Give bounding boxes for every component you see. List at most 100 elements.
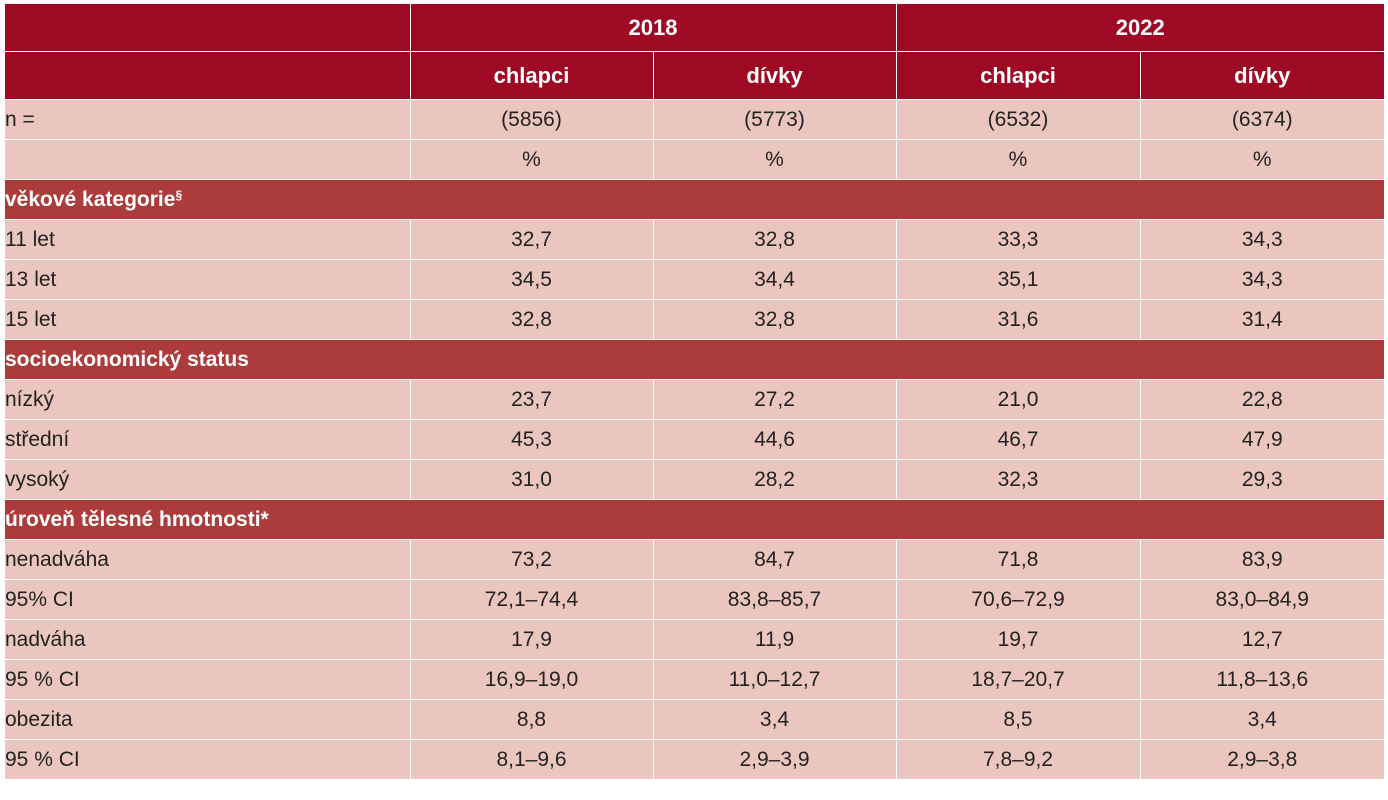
section-title-text: věkové kategorie [5,187,176,211]
table-cell: 29,3 [1140,459,1385,500]
table-cell: 70,6–72,9 [896,579,1141,620]
table-cell: 27,2 [653,379,897,420]
table-row: střední 45,3 44,6 46,7 47,9 [5,419,1385,460]
table-cell: 32,8 [653,299,897,340]
year-header-2018: 2018 [410,4,897,52]
table-cell: 83,8–85,7 [653,579,897,620]
table-cell: 16,9–19,0 [410,659,654,700]
sample-size-cell: (6532) [896,99,1141,140]
row-label: 11 let [5,219,411,260]
table-cell: 47,9 [1140,419,1385,460]
sample-size-cell: (5856) [410,99,654,140]
header-blank-cell [5,51,411,100]
table-cell: 22,8 [1140,379,1385,420]
row-label: 95 % CI [5,659,411,700]
table-row: 95% CI 72,1–74,4 83,8–85,7 70,6–72,9 83,0–84… [5,579,1385,620]
unit-cell: % [410,139,654,180]
section-title: věkové kategorie§ [5,179,1385,220]
row-label: 95% CI [5,579,411,620]
gender-header-2018-boys: chlapci [410,51,654,100]
row-label: n = [5,99,411,140]
header-corner-cell [5,4,411,52]
table-cell: 34,3 [1140,219,1385,260]
table-cell: 71,8 [896,539,1141,580]
table-cell: 3,4 [1140,699,1385,740]
unit-cell: % [1140,139,1385,180]
table-cell: 72,1–74,4 [410,579,654,620]
row-label: nadváha [5,619,411,660]
row-label: 13 let [5,259,411,300]
table-cell: 83,0–84,9 [1140,579,1385,620]
table-cell: 11,9 [653,619,897,660]
table-cell: 34,5 [410,259,654,300]
row-label: nízký [5,379,411,420]
row-label: 95 % CI [5,739,411,780]
table-cell: 11,0–12,7 [653,659,897,700]
section-title-footnote-mark: § [175,187,183,202]
row-label: obezita [5,699,411,740]
table-cell: 2,9–3,9 [653,739,897,780]
table-cell: 83,9 [1140,539,1385,580]
year-header-row: 2018 2022 [5,4,1385,52]
gender-header-2022-girls: dívky [1140,51,1385,100]
table-row: nadváha 17,9 11,9 19,7 12,7 [5,619,1385,660]
section-title: socioekonomický status [5,339,1385,380]
section-title-text: socioekonomický status [5,347,249,371]
table-row: 95 % CI 16,9–19,0 11,0–12,7 18,7–20,7 11,8–1… [5,659,1385,700]
table-cell: 12,7 [1140,619,1385,660]
table-cell: 18,7–20,7 [896,659,1141,700]
table-cell: 11,8–13,6 [1140,659,1385,700]
unit-row: % % % % [5,139,1385,180]
sample-size-cell: (6374) [1140,99,1385,140]
row-label: střední [5,419,411,460]
row-label: nenadváha [5,539,411,580]
table-cell: 3,4 [653,699,897,740]
table-cell: 32,8 [653,219,897,260]
gender-header-row: chlapci dívky chlapci dívky [5,51,1385,100]
table-row: nízký 23,7 27,2 21,0 22,8 [5,379,1385,420]
section-header-row: úroveň tělesné hmotnosti* [5,499,1385,540]
table-row: vysoký 31,0 28,2 32,3 29,3 [5,459,1385,500]
table-row: 13 let 34,5 34,4 35,1 34,3 [5,259,1385,300]
section-header-row: socioekonomický status [5,339,1385,380]
table-cell: 84,7 [653,539,897,580]
table-cell: 45,3 [410,419,654,460]
table-cell: 19,7 [896,619,1141,660]
gender-header-2018-girls: dívky [653,51,897,100]
section-title-text: úroveň tělesné hmotnosti* [5,507,269,531]
table-cell: 33,3 [896,219,1141,260]
table-cell: 31,6 [896,299,1141,340]
table-cell: 31,4 [1140,299,1385,340]
table-cell: 17,9 [410,619,654,660]
table-cell: 46,7 [896,419,1141,460]
sample-size-row: n = (5856) (5773) (6532) (6374) [5,99,1385,140]
row-label: 15 let [5,299,411,340]
table-row: nenadváha 73,2 84,7 71,8 83,9 [5,539,1385,580]
section-title: úroveň tělesné hmotnosti* [5,499,1385,540]
sample-size-cell: (5773) [653,99,897,140]
table-cell: 32,8 [410,299,654,340]
row-label: vysoký [5,459,411,500]
row-label [5,139,411,180]
gender-header-2022-boys: chlapci [896,51,1141,100]
table-cell: 34,3 [1140,259,1385,300]
table-cell: 8,1–9,6 [410,739,654,780]
table-cell: 21,0 [896,379,1141,420]
table-cell: 8,5 [896,699,1141,740]
unit-cell: % [896,139,1141,180]
table-cell: 8,8 [410,699,654,740]
table-cell: 32,3 [896,459,1141,500]
unit-cell: % [653,139,897,180]
section-header-row: věkové kategorie§ [5,179,1385,220]
table-cell: 28,2 [653,459,897,500]
table-cell: 34,4 [653,259,897,300]
table-row: 15 let 32,8 32,8 31,6 31,4 [5,299,1385,340]
year-header-2022: 2022 [896,4,1385,52]
table-cell: 44,6 [653,419,897,460]
table-cell: 31,0 [410,459,654,500]
table-row: 11 let 32,7 32,8 33,3 34,3 [5,219,1385,260]
table-cell: 2,9–3,8 [1140,739,1385,780]
table-row: 95 % CI 8,1–9,6 2,9–3,9 7,8–9,2 2,9–3,8 [5,739,1385,780]
table-cell: 73,2 [410,539,654,580]
table-cell: 7,8–9,2 [896,739,1141,780]
